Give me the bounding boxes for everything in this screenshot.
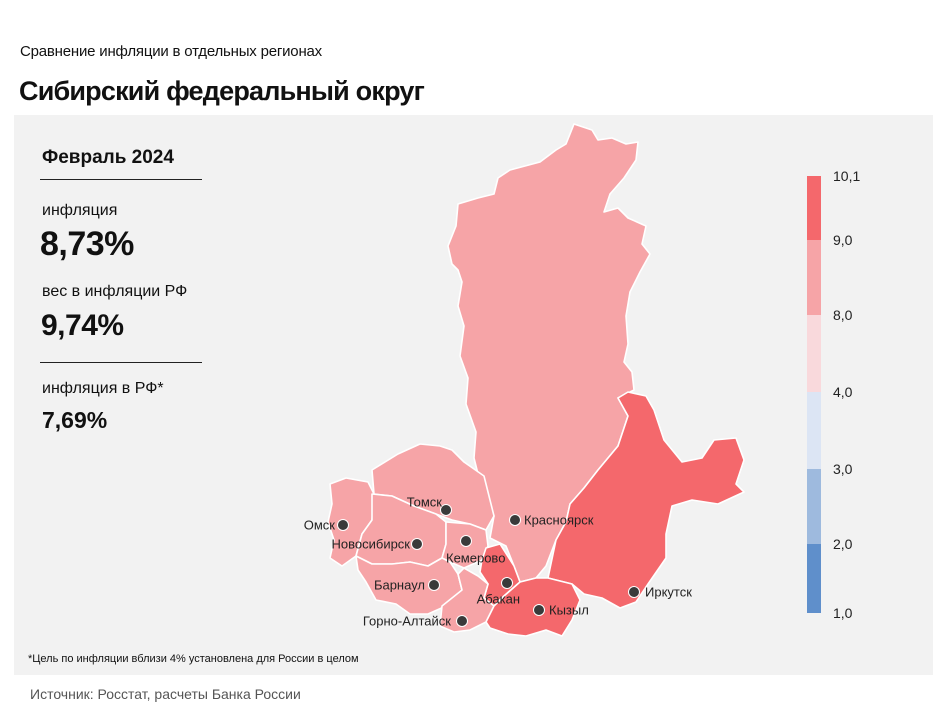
city-label: Барнаул: [374, 578, 425, 593]
city-marker[interactable]: [501, 577, 513, 589]
city-marker[interactable]: [411, 538, 423, 550]
city-label: Горно-Алтайск: [363, 614, 451, 629]
legend-swatch: [807, 469, 821, 544]
divider-bottom: [40, 362, 202, 363]
page-title: Сибирский федеральный округ: [19, 76, 425, 106]
city-marker[interactable]: [337, 519, 349, 531]
city-marker[interactable]: [509, 514, 521, 526]
footnote: *Цель по инфляции вблизи 4% установлена …: [28, 653, 359, 665]
city-label: Омск: [304, 518, 336, 533]
legend-tick-label: 1,0: [833, 605, 853, 621]
city-marker[interactable]: [628, 586, 640, 598]
legend-tick-label: 9,0: [833, 232, 853, 248]
city-label: Новосибирск: [332, 537, 411, 552]
city-marker[interactable]: [440, 504, 452, 516]
city-marker[interactable]: [533, 604, 545, 616]
legend-swatch: [807, 544, 821, 613]
legend: 10,1 9,0 8,0 4,0 3,0 2,0 1,0: [807, 168, 860, 621]
legend-tick-label: 10,1: [833, 168, 860, 184]
city-label: Красноярск: [524, 513, 594, 528]
period-label: Февраль 2024: [42, 147, 174, 168]
legend-swatch: [807, 176, 821, 240]
legend-tick-label: 8,0: [833, 307, 853, 323]
weight-label: вес в инфляции РФ: [42, 283, 188, 300]
inflation-value: 8,73%: [40, 225, 134, 263]
city-marker[interactable]: [428, 579, 440, 591]
rf-inflation-label: инфляция в РФ*: [42, 380, 164, 397]
legend-tick-label: 4,0: [833, 384, 853, 400]
legend-swatch: [807, 392, 821, 469]
legend-swatch: [807, 240, 821, 315]
city-label: Томск: [407, 495, 443, 510]
region-irkutsk[interactable]: [547, 391, 745, 609]
region-tuva[interactable]: [485, 577, 581, 637]
divider-top: [40, 179, 202, 180]
city-marker[interactable]: [456, 615, 468, 627]
city-label: Иркутск: [645, 585, 692, 600]
legend-tick-label: 2,0: [833, 536, 853, 552]
legend-tick-label: 3,0: [833, 461, 853, 477]
region-altai-republic[interactable]: [439, 567, 495, 633]
weight-value: 9,74%: [41, 309, 124, 342]
inflation-label: инфляция: [42, 202, 118, 219]
city-label: Кемерово: [446, 551, 505, 566]
source-note: Источник: Росстат, расчеты Банка России: [30, 686, 301, 702]
rf-inflation-value: 7,69%: [42, 407, 108, 433]
city-label: Абакан: [477, 592, 520, 607]
city-marker[interactable]: [460, 535, 472, 547]
legend-swatch: [807, 315, 821, 392]
page-supertitle: Сравнение инфляции в отдельных регионах: [20, 43, 322, 60]
city-label: Кызыл: [549, 603, 589, 618]
city-markers: Томск Омск Новосибирск Кемерово Красноярск Ба…: [304, 495, 692, 629]
